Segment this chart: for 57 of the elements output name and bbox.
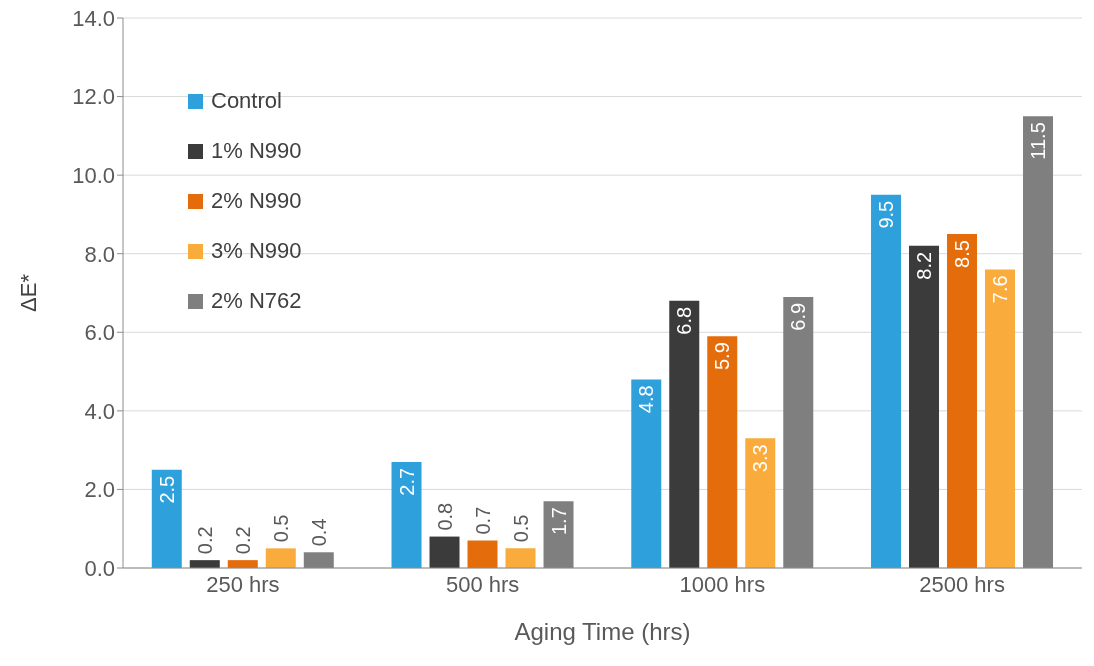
bar (151, 469, 182, 568)
data-label: 9.5 (875, 200, 898, 229)
data-label: 11.5 (1027, 122, 1050, 160)
y-tick-label: 6.0 (84, 320, 115, 346)
bar (707, 336, 738, 568)
legend-label: Control (210, 87, 283, 115)
data-label: 3.3 (749, 444, 772, 473)
x-tick-label: 250 hrs (206, 571, 280, 597)
x-tick-label: 1000 hrs (679, 571, 766, 597)
data-label: 8.5 (951, 240, 974, 268)
y-tick-label: 12.0 (72, 84, 115, 110)
bar (985, 269, 1016, 568)
data-label: 2.5 (155, 475, 178, 504)
y-tick-label: 10.0 (72, 162, 115, 188)
bar (505, 548, 536, 568)
data-label: 0.7 (471, 506, 494, 535)
data-label: 4.8 (635, 385, 658, 414)
data-label: 7.6 (989, 275, 1012, 304)
bar (265, 548, 296, 568)
bar (783, 296, 814, 568)
data-label: 0.8 (433, 502, 456, 531)
data-label: 1.7 (547, 507, 570, 536)
y-tick-label: 14.0 (72, 5, 115, 31)
y-tick-label: 8.0 (84, 241, 115, 267)
data-label: 8.2 (913, 251, 936, 280)
bar (467, 540, 498, 568)
data-label: 6.9 (787, 302, 810, 331)
data-label: 2.7 (395, 467, 418, 496)
bar (429, 536, 460, 568)
data-label: 0.5 (269, 514, 292, 543)
data-label: 0.2 (193, 526, 216, 555)
y-tick-label: 2.0 (84, 477, 115, 503)
bar (745, 438, 776, 568)
x-tick-label: 2500 hrs (919, 571, 1005, 597)
data-label: 0.2 (231, 526, 254, 555)
bar (669, 300, 700, 568)
data-label: 6.8 (673, 306, 696, 335)
legend-label: 1% N990 (210, 137, 302, 165)
legend-label: 2% N990 (210, 187, 302, 215)
bar (631, 379, 662, 568)
x-tick-label: 500 hrs (445, 571, 520, 597)
y-tick-label: 4.0 (84, 398, 115, 424)
bar (909, 245, 940, 568)
bar (543, 501, 574, 568)
legend-label: 3% N990 (210, 237, 302, 265)
data-label: 5.9 (711, 342, 734, 371)
bar (1023, 116, 1054, 568)
x-axis-title: Aging Time (hrs) (514, 618, 691, 645)
bar (391, 461, 422, 568)
bar (947, 234, 978, 568)
y-axis-title: ΔE* (15, 273, 41, 312)
data-label: 0.5 (509, 514, 532, 543)
data-label: 0.4 (307, 518, 330, 547)
y-tick-label: 0.0 (84, 555, 115, 581)
bar (871, 194, 902, 568)
bar (303, 552, 334, 568)
legend-label: 2% N762 (210, 287, 302, 315)
